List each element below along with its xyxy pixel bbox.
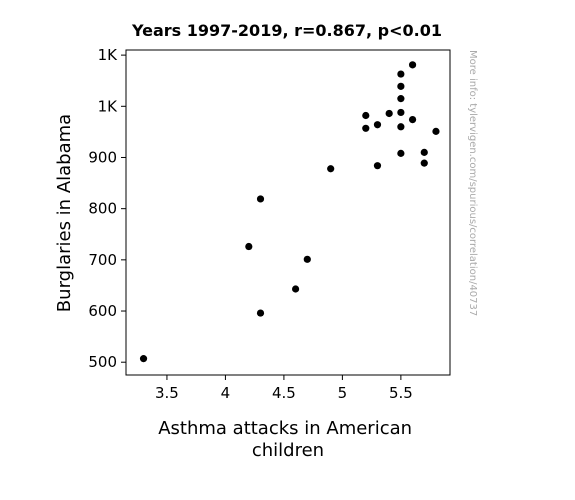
data-point (397, 123, 405, 131)
data-point (256, 309, 265, 317)
data-point (420, 148, 428, 156)
x-axis-label-line-1: Asthma attacks in American (158, 418, 412, 439)
data-point (385, 109, 393, 118)
y-axis-label: Burglaries in Alabama (54, 114, 75, 312)
y-tick-label: 1K (98, 46, 119, 64)
y-tick-label: 1K (98, 97, 119, 115)
data-point (139, 355, 148, 363)
data-point (327, 165, 335, 173)
watermark-text: More info: tylervigen.com/spurious/corre… (467, 50, 478, 316)
data-point (373, 121, 382, 129)
data-point (256, 195, 265, 203)
data-point (362, 124, 370, 132)
x-tick-label: 4.5 (272, 384, 296, 402)
data-point (397, 108, 405, 117)
data-point (432, 127, 440, 135)
data-point (362, 111, 370, 120)
data-point (397, 82, 405, 90)
x-tick-label: 3.5 (155, 384, 179, 402)
y-tick-label: 800 (88, 200, 117, 218)
x-tick-label: 4 (221, 384, 231, 402)
data-point (420, 159, 428, 167)
y-tick-label: 700 (88, 251, 117, 269)
y-axis: 500 600 700 800 900 1K 1K (88, 46, 126, 371)
x-axis: 3.5 4 4.5 5 5.5 (155, 375, 413, 402)
y-tick-label: 900 (88, 148, 117, 166)
data-point (245, 242, 253, 251)
y-tick-label: 500 (88, 353, 117, 371)
y-tick-label: 600 (88, 302, 117, 320)
data-point (408, 61, 417, 69)
data-point (292, 285, 300, 293)
data-point (397, 95, 405, 103)
chart-title: Years 1997-2019, r=0.867, p<0.01 (131, 21, 442, 40)
x-tick-label: 5 (338, 384, 348, 402)
data-points (139, 61, 440, 363)
plot-area (125, 49, 451, 376)
data-point (408, 116, 417, 124)
data-point (397, 149, 405, 157)
x-axis-label-line-2: children (252, 440, 324, 461)
data-point (303, 255, 311, 263)
data-point (397, 70, 405, 78)
x-tick-label: 5.5 (389, 384, 413, 402)
x-axis-label: Asthma attacks in American children (158, 418, 418, 461)
data-point (373, 162, 382, 170)
